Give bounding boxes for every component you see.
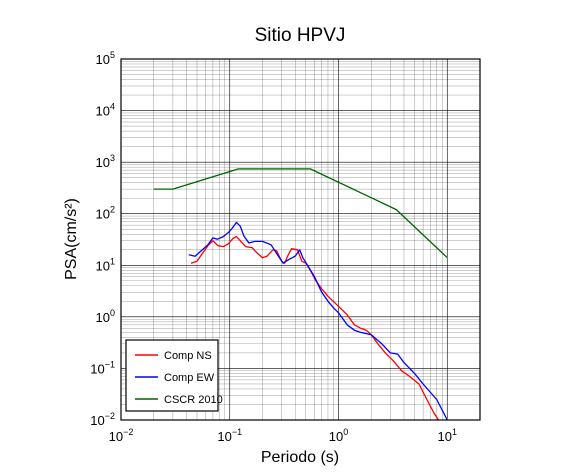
- y-tick-label: 10−1: [90, 359, 115, 376]
- y-tick-label: 101: [96, 256, 115, 273]
- x-tick-label: 10−2: [109, 427, 134, 444]
- series-line-cscr-2010: [153, 168, 448, 259]
- series-line-comp-ns: [190, 235, 440, 421]
- x-tick-label: 101: [438, 427, 457, 444]
- legend-label: Comp NS: [164, 350, 212, 362]
- x-tick-labels: 10−2 10−1 100 101: [109, 427, 457, 444]
- series-layer: [153, 168, 448, 421]
- x-tick-label: 10−1: [217, 427, 242, 444]
- y-tick-label: 102: [96, 205, 115, 222]
- series-line-comp-ew: [188, 221, 448, 421]
- y-tick-label: 10−2: [90, 411, 115, 428]
- x-axis-title: Periodo (s): [261, 449, 339, 466]
- legend: Comp NS Comp EW CSCR 2010: [125, 339, 223, 412]
- y-axis-title: PSA(cm/s²): [63, 198, 80, 280]
- legend-label: CSCR 2010: [164, 394, 223, 406]
- chart-title: Sitio HPVJ: [255, 25, 346, 46]
- y-tick-label: 100: [96, 308, 115, 325]
- grid: [120, 58, 481, 421]
- y-tick-labels: 10−2 10−1 100 101 102 103 104 105: [90, 50, 115, 428]
- x-tick-label: 100: [329, 427, 348, 444]
- y-tick-label: 104: [96, 102, 115, 119]
- y-tick-label: 103: [96, 153, 115, 170]
- legend-label: Comp EW: [164, 372, 215, 384]
- plot-frame: [120, 58, 481, 421]
- y-tick-label: 105: [96, 50, 115, 67]
